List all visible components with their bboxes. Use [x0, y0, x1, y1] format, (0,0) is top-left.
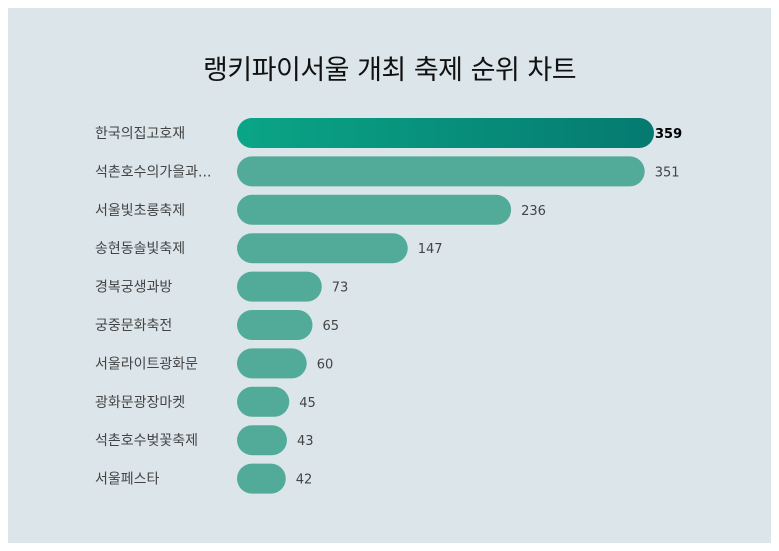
chart-title: 랭키파이서울 개최 축제 순위 차트 — [202, 55, 577, 86]
value-label: 73 — [332, 281, 349, 296]
value-label: 45 — [299, 396, 316, 411]
category-label: 경복궁생과방 — [95, 280, 172, 296]
category-label: 서울페스타 — [95, 472, 160, 488]
bar — [237, 310, 313, 340]
bar — [237, 386, 290, 417]
value-label: 65 — [323, 319, 340, 334]
value-label: 42 — [296, 473, 313, 488]
category-label: 석촌호수벚꽃축제 — [95, 433, 198, 449]
category-label: 서울라이트광화문 — [95, 356, 198, 372]
value-label: 236 — [521, 204, 546, 219]
value-label: 43 — [297, 434, 314, 449]
bar — [237, 118, 654, 148]
value-label: 359 — [655, 127, 682, 142]
category-label: 서울빛초롱축제 — [95, 203, 185, 219]
value-label: 147 — [418, 242, 443, 257]
category-label: 광화문광장마켓 — [95, 395, 185, 411]
category-label: 송현동솔빛축제 — [95, 241, 185, 257]
bar — [237, 194, 512, 225]
bar — [237, 348, 307, 379]
bar — [237, 271, 322, 302]
category-label: 궁중문화축전 — [95, 318, 172, 334]
value-label: 60 — [317, 357, 334, 372]
value-label: 351 — [655, 165, 680, 180]
bar — [237, 463, 286, 494]
bar — [237, 233, 408, 264]
bar — [237, 425, 287, 456]
category-label: 한국의집고호재 — [95, 126, 185, 142]
chart-background — [8, 8, 771, 543]
category-label: 석촌호수의가을과... — [95, 164, 211, 180]
bar — [237, 156, 645, 187]
